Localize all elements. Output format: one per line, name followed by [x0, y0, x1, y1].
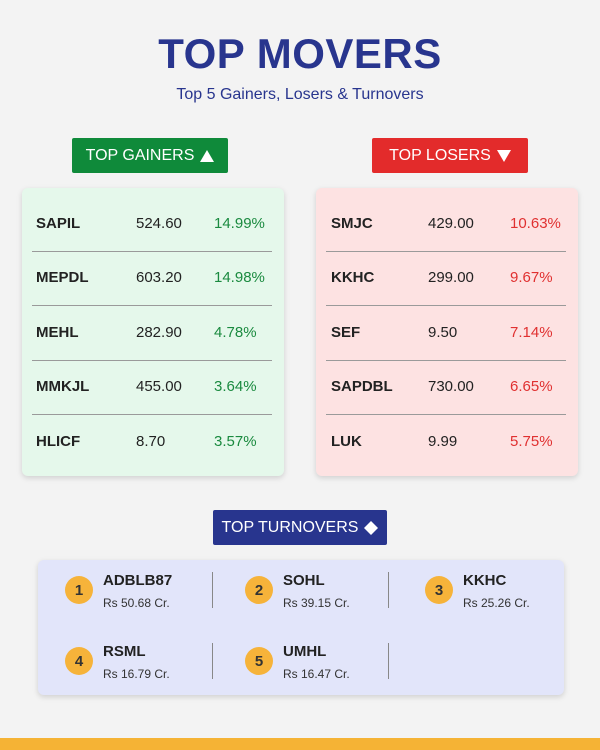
divider	[388, 572, 389, 608]
symbol: SAPIL	[36, 214, 81, 232]
table-row: KKHC 299.00 9.67%	[316, 251, 578, 305]
badge-label: TOP TURNOVERS	[221, 518, 359, 536]
turnovers-badge: TOP TURNOVERS	[213, 510, 387, 545]
symbol: MEHL	[36, 323, 79, 341]
separator	[32, 359, 272, 361]
price: 429.00	[428, 214, 474, 232]
up-icon	[200, 149, 215, 162]
symbol: MEPDL	[36, 269, 89, 287]
symbol: RSML	[103, 643, 146, 660]
amount: Rs 39.15 Cr.	[283, 596, 350, 610]
badge-label: TOP LOSERS	[389, 146, 491, 164]
change: 6.65%	[510, 378, 553, 396]
amount: Rs 50.68 Cr.	[103, 596, 170, 610]
symbol: UMHL	[283, 643, 327, 660]
symbol: HLICF	[36, 432, 81, 450]
rank-badge: 4	[65, 647, 93, 675]
losers-badge: TOP LOSERS	[372, 138, 528, 173]
change: 3.64%	[214, 378, 257, 396]
subtitle: Top 5 Gainers, Losers & Turnovers	[176, 86, 424, 103]
table-row: SAPIL 524.60 14.99%	[22, 196, 284, 250]
symbol: MMKJL	[36, 378, 90, 396]
gainers-badge: TOP GAINERS	[72, 138, 228, 173]
title: TOP MOVERS	[158, 30, 442, 77]
table-row: MMKJL 455.00 3.64%	[22, 360, 284, 414]
separator	[32, 250, 272, 252]
table-row: MEHL 282.90 4.78%	[22, 305, 284, 359]
table-row: SAPDBL 730.00 6.65%	[316, 360, 578, 414]
separator	[326, 250, 566, 252]
change: 10.63%	[510, 214, 561, 232]
footer-bar	[0, 738, 600, 750]
symbol: SAPDBL	[331, 378, 393, 396]
price: 9.50	[428, 323, 458, 341]
symbol: KKHC	[463, 572, 507, 589]
change: 5.75%	[510, 432, 553, 450]
divider	[388, 643, 389, 679]
table-row: SMJC 429.00 10.63%	[316, 196, 578, 250]
change: 9.67%	[510, 269, 553, 287]
diamond-icon	[364, 520, 379, 535]
price: 524.60	[136, 214, 182, 232]
table-row: LUK 9.99 5.75%	[316, 414, 578, 468]
symbol: SMJC	[331, 214, 373, 232]
price: 9.99	[428, 432, 458, 450]
change: 3.57%	[214, 432, 257, 450]
divider	[212, 572, 213, 608]
separator	[326, 414, 566, 416]
price: 603.20	[136, 269, 182, 287]
separator	[326, 305, 566, 307]
gainers-card: SAPIL 524.60 14.99% MEPDL 603.20 14.98% MEHL 28…	[22, 188, 284, 476]
symbol: KKHC	[331, 269, 375, 287]
table-row: HLICF 8.70 3.57%	[22, 414, 284, 468]
price: 299.00	[428, 269, 474, 287]
symbol: LUK	[331, 432, 362, 450]
separator	[32, 305, 272, 307]
price: 730.00	[428, 378, 474, 396]
rank-badge: 3	[425, 576, 453, 604]
turnovers-card: 1 ADBLB87 Rs 50.68 Cr. 2 SOHL Rs 39.15 Cr. 3 KK…	[38, 560, 564, 695]
price: 8.70	[136, 432, 166, 450]
amount: Rs 25.26 Cr.	[463, 596, 530, 610]
table-row: MEPDL 603.20 14.98%	[22, 251, 284, 305]
separator	[326, 359, 566, 361]
rank-badge: 5	[245, 647, 273, 675]
symbol: SEF	[331, 323, 361, 341]
rank-badge: 1	[65, 576, 93, 604]
divider	[212, 643, 213, 679]
change: 14.98%	[214, 269, 265, 287]
change: 4.78%	[214, 323, 257, 341]
symbol: ADBLB87	[103, 572, 173, 589]
price: 455.00	[136, 378, 182, 396]
separator	[32, 414, 272, 416]
change: 14.99%	[214, 214, 265, 232]
down-icon	[496, 149, 511, 162]
amount: Rs 16.79 Cr.	[103, 667, 170, 681]
symbol: SOHL	[283, 572, 325, 589]
losers-card: SMJC 429.00 10.63% KKHC 299.00 9.67% SEF 9.50 7.…	[316, 188, 578, 476]
amount: Rs 16.47 Cr.	[283, 667, 350, 681]
badge-label: TOP GAINERS	[85, 146, 195, 164]
table-row: SEF 9.50 7.14%	[316, 305, 578, 359]
rank-badge: 2	[245, 576, 273, 604]
price: 282.90	[136, 323, 182, 341]
change: 7.14%	[510, 323, 553, 341]
